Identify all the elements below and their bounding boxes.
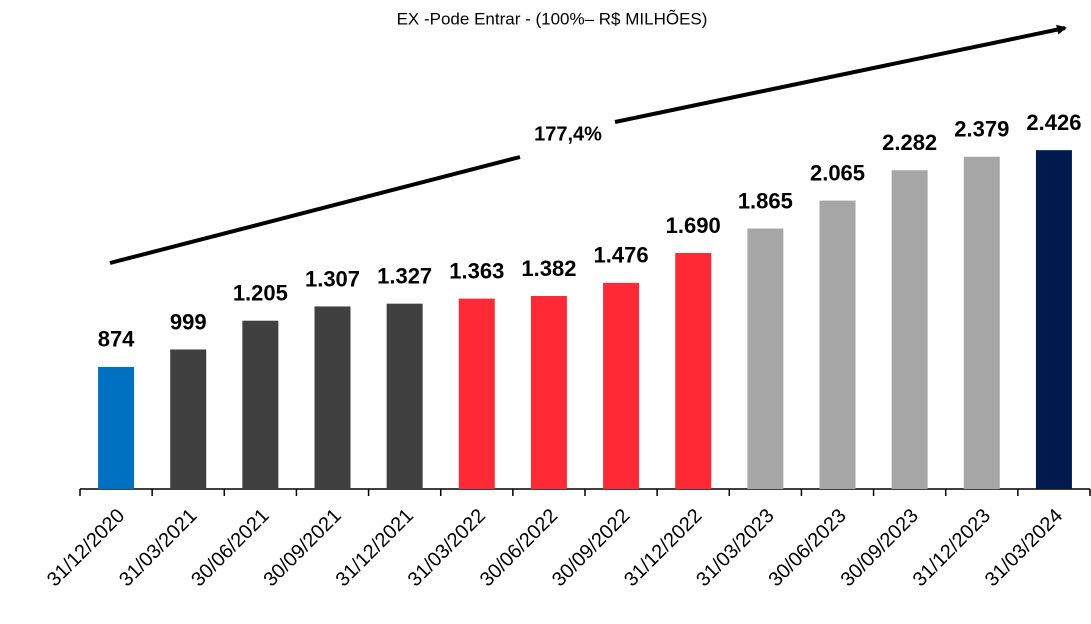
value-label: 1.382 bbox=[521, 256, 576, 281]
bar bbox=[1035, 150, 1072, 489]
chart-title: EX -Pode Entrar - (100%– R$ MILHÕES) bbox=[397, 9, 708, 28]
bar bbox=[458, 298, 495, 489]
value-label: 1.690 bbox=[666, 213, 721, 238]
value-label: 1.327 bbox=[377, 263, 432, 288]
annotation: 177,4% bbox=[534, 123, 602, 145]
x-tick-label: 31/03/2024 bbox=[981, 505, 1067, 591]
trend-arrow bbox=[614, 24, 1067, 124]
bar bbox=[819, 200, 856, 490]
value-label: 2.065 bbox=[810, 160, 865, 185]
bar bbox=[675, 252, 712, 489]
value-label: 1.476 bbox=[594, 243, 649, 268]
value-label: 2.282 bbox=[882, 130, 937, 155]
bar bbox=[747, 228, 784, 489]
value-label: 1.865 bbox=[738, 188, 793, 213]
bar bbox=[98, 366, 135, 489]
bar bbox=[170, 349, 207, 489]
value-label: 1.307 bbox=[305, 266, 360, 291]
value-label: 1.363 bbox=[449, 258, 504, 283]
bar bbox=[530, 295, 567, 489]
bar bbox=[314, 306, 351, 489]
bar bbox=[891, 170, 928, 489]
trend-arrow bbox=[109, 155, 521, 265]
value-label: 874 bbox=[98, 327, 135, 352]
bar bbox=[963, 156, 1000, 489]
value-label: 1.205 bbox=[233, 281, 288, 306]
bar bbox=[603, 282, 640, 489]
bar bbox=[386, 303, 423, 489]
value-label: 2.379 bbox=[954, 117, 1009, 142]
bar bbox=[242, 320, 279, 489]
value-label: 999 bbox=[170, 309, 207, 334]
value-label: 2.426 bbox=[1026, 110, 1081, 135]
